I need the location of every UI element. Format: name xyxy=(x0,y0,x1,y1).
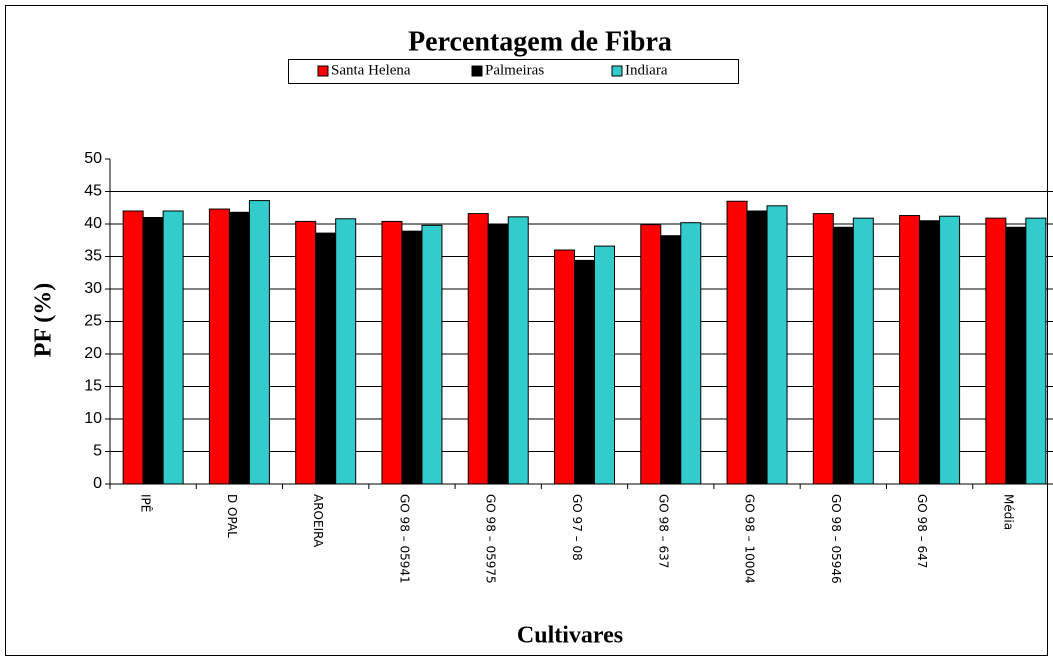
legend-swatch xyxy=(471,65,483,77)
legend-label: Santa Helena xyxy=(331,62,411,78)
bar xyxy=(594,245,615,485)
y-axis-label: PF (%) xyxy=(31,283,57,357)
bar xyxy=(919,220,941,485)
y-tick-label: 5 xyxy=(93,443,102,460)
x-tick-label: D OPAL xyxy=(225,494,239,538)
bar xyxy=(985,217,1007,485)
bar xyxy=(142,217,164,485)
bar xyxy=(421,224,443,485)
bar xyxy=(335,218,357,485)
x-tick-label: GO 98 – 05941 xyxy=(397,494,411,584)
bar xyxy=(640,224,662,485)
y-tick-label: 45 xyxy=(84,183,102,200)
bar xyxy=(487,223,509,485)
bar xyxy=(554,249,575,485)
y-tick-label: 40 xyxy=(84,215,102,232)
bar xyxy=(680,222,702,485)
legend-label: Palmeiras xyxy=(485,62,544,78)
y-tick-label: 30 xyxy=(84,280,102,297)
bar xyxy=(401,230,423,485)
y-tick-label: 10 xyxy=(84,410,102,427)
bar xyxy=(122,210,144,485)
bar xyxy=(852,217,874,485)
bar xyxy=(208,208,230,485)
x-tick-label: AROEIRA xyxy=(311,494,325,548)
bar xyxy=(467,213,489,485)
legend-label: Indiara xyxy=(625,62,668,78)
bar xyxy=(746,210,768,485)
x-tick-label: Média xyxy=(1001,494,1015,530)
x-tick-label: GO 97 – 08 xyxy=(570,494,584,561)
x-tick-label: GO 98 – 637 xyxy=(656,494,670,568)
chart-title: Percentagem de Fibra xyxy=(408,26,672,57)
x-tick-label: IPÊ xyxy=(139,494,154,512)
bar xyxy=(660,235,682,485)
bar xyxy=(832,226,854,485)
bar xyxy=(1005,226,1027,485)
bar xyxy=(812,213,834,485)
x-tick-label: GO 98 – 647 xyxy=(915,494,929,568)
bar xyxy=(507,216,529,485)
bar xyxy=(315,232,337,485)
legend-swatch xyxy=(611,65,623,77)
x-tick-label: GO 98 – 10004 xyxy=(743,494,757,584)
bar xyxy=(295,220,317,485)
bar xyxy=(574,259,595,485)
bar xyxy=(766,205,788,485)
bar xyxy=(899,215,921,485)
y-tick-label: 35 xyxy=(84,248,102,265)
bar xyxy=(1025,217,1047,485)
y-tick-label: 15 xyxy=(84,378,102,395)
legend-swatch xyxy=(317,65,329,77)
bar xyxy=(228,211,250,485)
bar xyxy=(726,200,748,485)
x-tick-label: GO 98 – 05975 xyxy=(484,494,498,584)
y-tick-label: 20 xyxy=(84,345,102,362)
bar xyxy=(939,215,961,485)
y-tick-label: 25 xyxy=(84,313,102,330)
bar xyxy=(381,220,403,485)
legend-box xyxy=(288,59,739,84)
x-axis-label: Cultivares xyxy=(517,623,623,649)
bar xyxy=(248,200,270,485)
x-tick-label: GO 98 – 05946 xyxy=(829,494,843,584)
y-tick-label: 0 xyxy=(93,475,102,492)
bar xyxy=(162,210,184,485)
y-tick-label: 50 xyxy=(84,150,102,167)
